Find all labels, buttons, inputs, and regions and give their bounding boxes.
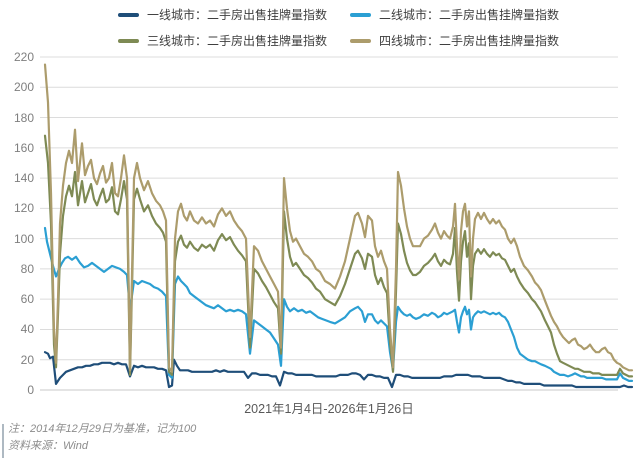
line-chart: [40, 56, 634, 391]
legend-label-tier4: 四线城市：二手房出售挂牌量指数: [379, 34, 560, 48]
y-tick-label-40: 40: [20, 322, 34, 337]
series-line-2: [43, 226, 634, 382]
base-note: 注：2014年12月29日为基准，记为100: [8, 423, 197, 435]
y-tick-label-60: 60: [20, 292, 34, 307]
legend: 一线城市：二手房出售挂牌量指数 二线城市：二手房出售挂牌量指数 三线城市：二手房…: [118, 6, 559, 49]
legend-dash-tier4-icon: [350, 38, 371, 43]
y-tick-label-0: 0: [27, 383, 34, 397]
y-tick-label-180: 180: [13, 110, 34, 125]
series-line-1: [43, 351, 634, 389]
y-tick-label-160: 160: [13, 140, 34, 155]
y-tick-label-120: 120: [13, 201, 34, 216]
legend-item-tier4: 四线城市：二手房出售挂牌量指数: [350, 32, 559, 49]
series-line-4: [43, 63, 634, 373]
legend-dash-tier2-icon: [350, 12, 371, 17]
y-tick-label-80: 80: [20, 261, 34, 276]
legend-dash-tier3-icon: [118, 38, 139, 43]
legend-item-tier1: 一线城市：二手房出售挂牌量指数: [118, 6, 350, 23]
y-tick-label-100: 100: [13, 231, 34, 246]
y-tick-label-220: 220: [13, 50, 34, 64]
legend-label-tier2: 二线城市：二手房出售挂牌量指数: [379, 8, 560, 22]
y-tick-label-200: 200: [13, 80, 34, 95]
legend-item-tier3: 三线城市：二手房出售挂牌量指数: [118, 32, 350, 49]
y-tick-label-140: 140: [13, 171, 34, 186]
source-note: 资料来源：Wind: [8, 440, 88, 452]
y-tick-label-20: 20: [20, 352, 34, 367]
note-accent-bar: [2, 424, 4, 458]
legend-label-tier3: 三线城市：二手房出售挂牌量指数: [147, 34, 328, 48]
legend-dash-tier1-icon: [118, 12, 139, 17]
legend-item-tier2: 二线城市：二手房出售挂牌量指数: [350, 6, 559, 23]
plot-area: 0 20 40 60 80 100 120 140 160 180 200 220: [13, 50, 634, 397]
legend-label-tier1: 一线城市：二手房出售挂牌量指数: [147, 8, 328, 22]
footnote-block: 注：2014年12月29日为基准，记为100 资料来源：Wind: [0, 422, 640, 458]
x-axis-label: 2021年1月4日-2026年1月26日: [244, 402, 414, 416]
